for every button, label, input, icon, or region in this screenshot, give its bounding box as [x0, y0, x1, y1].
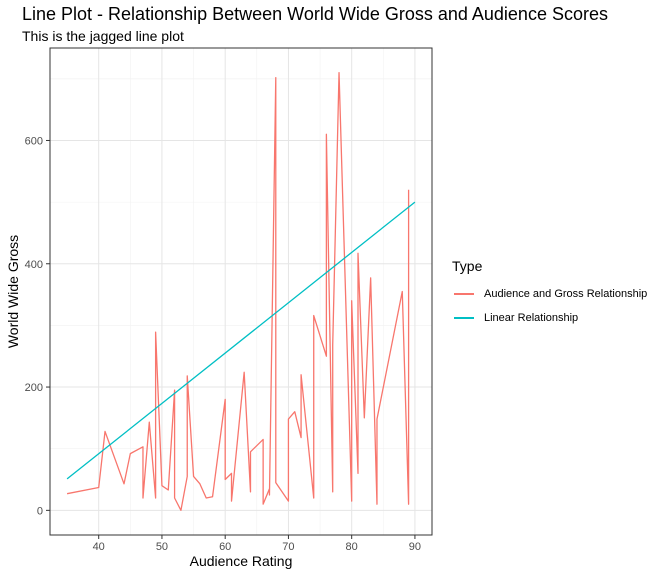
legend-item-linear: Linear Relationship: [452, 306, 647, 330]
x-tick-label: 60: [219, 541, 231, 553]
legend-label-linear: Linear Relationship: [484, 312, 579, 324]
legend-label-gross: Audience and Gross Relationship: [484, 288, 648, 300]
y-tick-label: 200: [25, 382, 43, 394]
series-line-audience-gross: [66, 72, 410, 511]
chart-subtitle: This is the jagged line plot: [22, 28, 184, 44]
chart-title: Line Plot - Relationship Between World W…: [22, 4, 608, 24]
x-tick-label: 90: [409, 541, 421, 553]
y-tick-label: 0: [37, 505, 43, 517]
x-tick-label: 70: [282, 541, 294, 553]
y-axis-label: World Wide Gross: [5, 235, 21, 348]
panel-border: [49, 47, 433, 536]
gridlines: [50, 48, 432, 535]
x-tick-label: 50: [156, 541, 168, 553]
legend: Type Audience and Gross Relationship Lin…: [452, 258, 647, 330]
y-tick-label: 400: [25, 259, 43, 271]
series-lines: [66, 72, 416, 511]
legend-title: Type: [452, 258, 483, 274]
series-line-linear: [66, 201, 416, 480]
x-axis-label: Audience Rating: [190, 553, 293, 569]
y-axis: 0 200 400 600: [25, 135, 50, 517]
x-tick-label: 80: [346, 541, 358, 553]
legend-item-gross: Audience and Gross Relationship: [452, 282, 647, 306]
legend-key-gross: [454, 293, 474, 295]
x-tick-label: 40: [93, 541, 105, 553]
y-tick-label: 600: [25, 135, 43, 147]
legend-key-linear: [454, 317, 474, 319]
x-axis: 40 50 60 70 80 90: [93, 535, 421, 553]
